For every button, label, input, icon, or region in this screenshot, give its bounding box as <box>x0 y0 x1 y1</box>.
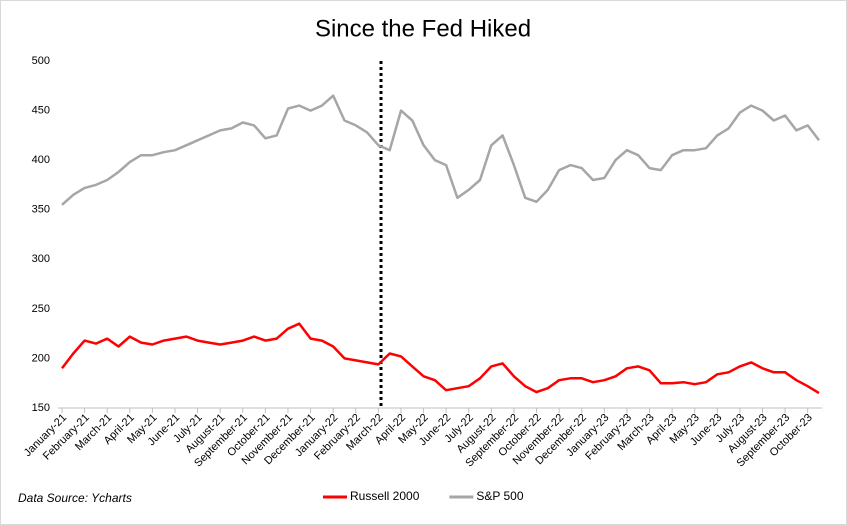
y-tick-label: 450 <box>32 104 50 116</box>
source-note: Data Source: Ycharts <box>18 491 132 505</box>
y-tick-label: 400 <box>32 154 50 166</box>
y-tick-label: 150 <box>32 402 50 414</box>
y-tick-label: 200 <box>32 352 50 364</box>
y-tick-label: 250 <box>32 303 50 315</box>
legend-label: Russell 2000 <box>350 489 420 503</box>
y-tick-label: 500 <box>32 55 50 67</box>
series-line <box>61 94 820 206</box>
chart-title: Since the Fed Hiked <box>315 15 531 42</box>
y-tick-label: 350 <box>32 204 50 216</box>
series-line <box>61 322 820 395</box>
y-tick-label: 300 <box>32 253 50 265</box>
legend-label: S&P 500 <box>476 489 523 503</box>
